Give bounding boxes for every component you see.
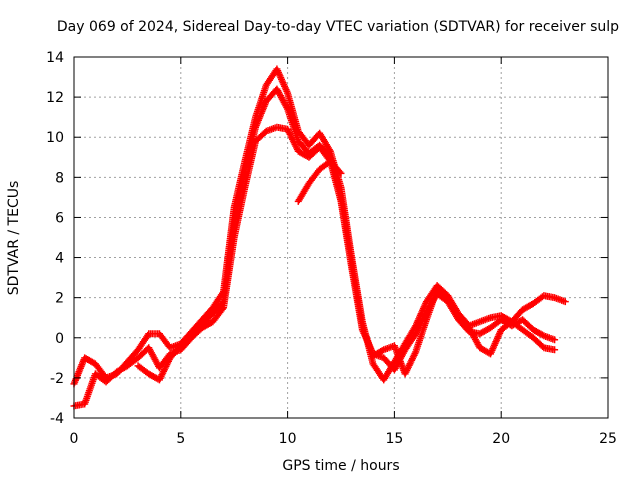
x-tick-label: 0 bbox=[70, 431, 79, 447]
y-tick-label: -4 bbox=[50, 411, 64, 427]
x-tick-label: 25 bbox=[599, 431, 617, 447]
data-point-interp bbox=[336, 168, 344, 176]
data-point bbox=[551, 346, 559, 354]
y-tick-label: 2 bbox=[55, 291, 64, 307]
chart-title: Day 069 of 2024, Sidereal Day-to-day VTE… bbox=[57, 19, 619, 35]
y-tick-label: 8 bbox=[55, 170, 64, 186]
data-point-interp bbox=[218, 299, 226, 307]
x-tick-label: 20 bbox=[492, 431, 510, 447]
x-tick-label: 15 bbox=[385, 431, 403, 447]
data-point-interp bbox=[538, 331, 546, 339]
data-points bbox=[70, 65, 569, 410]
tick-labels: 0 5 10 15 20 25 -4 -2 0 2 4 6 8 10 12 14 bbox=[46, 50, 617, 447]
y-tick-label: -2 bbox=[50, 371, 64, 387]
x-axis-label: GPS time / hours bbox=[282, 458, 399, 474]
data-series bbox=[294, 157, 345, 205]
y-tick-label: 6 bbox=[55, 210, 64, 226]
y-tick-label: 14 bbox=[46, 50, 64, 66]
data-series bbox=[134, 85, 559, 384]
grid-lines bbox=[74, 57, 608, 418]
data-point bbox=[551, 336, 559, 344]
y-axis-label: SDTVAR / TECUs bbox=[6, 181, 22, 296]
x-tick-label: 5 bbox=[176, 431, 185, 447]
y-tick-label: 4 bbox=[55, 251, 64, 267]
data-point-interp bbox=[218, 305, 226, 313]
data-point-interp bbox=[378, 347, 386, 355]
plot-frame bbox=[73, 56, 609, 419]
y-tick-label: 10 bbox=[46, 130, 64, 146]
y-tick-label: 12 bbox=[46, 90, 64, 106]
axis-ticks bbox=[73, 56, 609, 419]
data-point bbox=[337, 169, 345, 177]
data-point bbox=[561, 298, 569, 306]
x-tick-label: 10 bbox=[279, 431, 297, 447]
y-tick-label: 0 bbox=[55, 331, 64, 347]
